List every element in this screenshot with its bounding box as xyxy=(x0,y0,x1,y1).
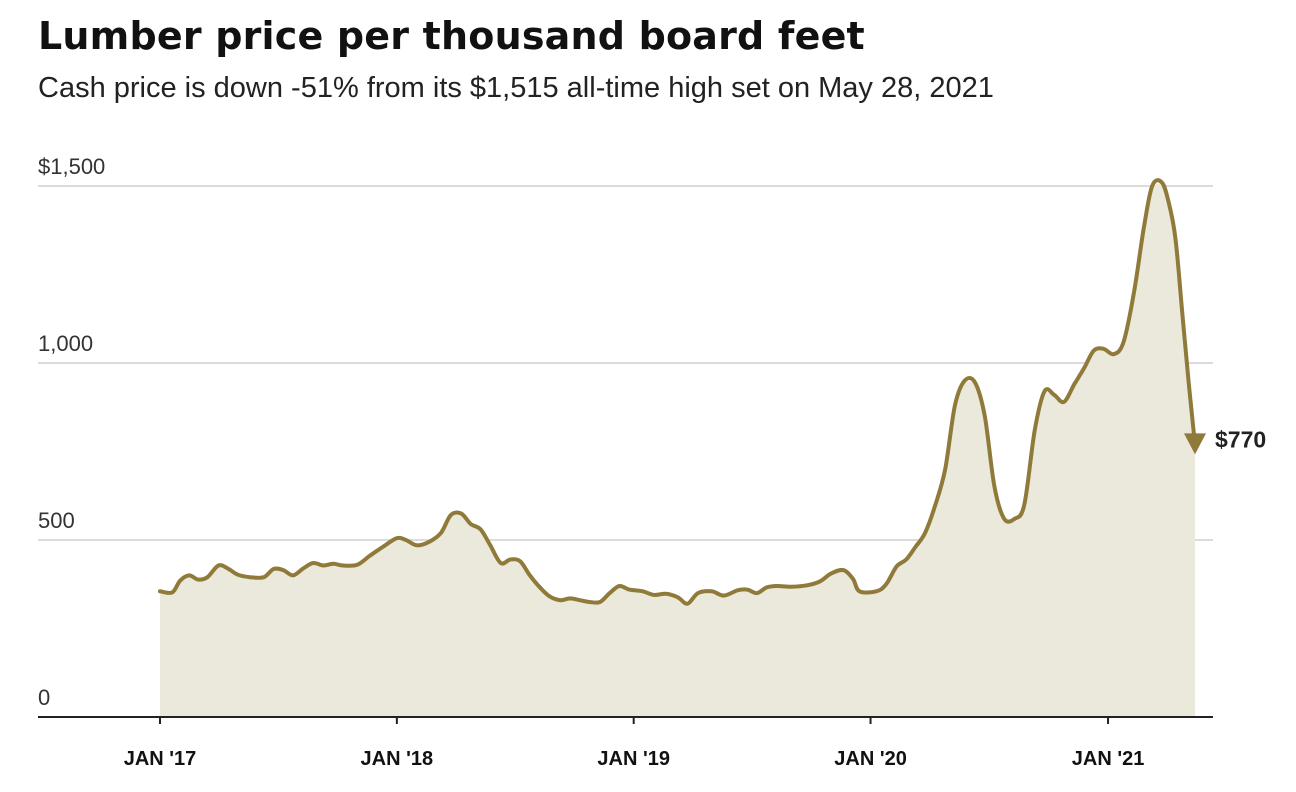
end-arrow-marker xyxy=(1184,433,1206,455)
y-tick-label: $1,500 xyxy=(38,154,105,179)
price-line xyxy=(158,178,1197,606)
x-tick-label: JAN '19 xyxy=(597,748,670,770)
area-layer xyxy=(160,182,1195,717)
label-layer: 0 500 1,000 $1,500 $770 JAN '17 JAN '18 JAN '19… xyxy=(38,154,1266,770)
chart-title: Lumber price per thousand board feet xyxy=(38,14,865,58)
x-tick-label: JAN '21 xyxy=(1072,748,1145,770)
price-area xyxy=(160,182,1195,717)
x-tick-label: JAN '18 xyxy=(361,748,434,770)
x-tick-label: JAN '20 xyxy=(834,748,907,770)
axis-layer xyxy=(38,716,1213,724)
y-tick-label: 1,000 xyxy=(38,331,93,356)
chart-subtitle: Cash price is down -51% from its $1,515 … xyxy=(38,72,994,104)
y-tick-label: 500 xyxy=(38,508,75,533)
y-tick-label: 0 xyxy=(38,685,50,710)
end-value-label: $770 xyxy=(1215,426,1266,452)
x-tick-label: JAN '17 xyxy=(124,748,197,770)
line-layer xyxy=(158,178,1206,606)
